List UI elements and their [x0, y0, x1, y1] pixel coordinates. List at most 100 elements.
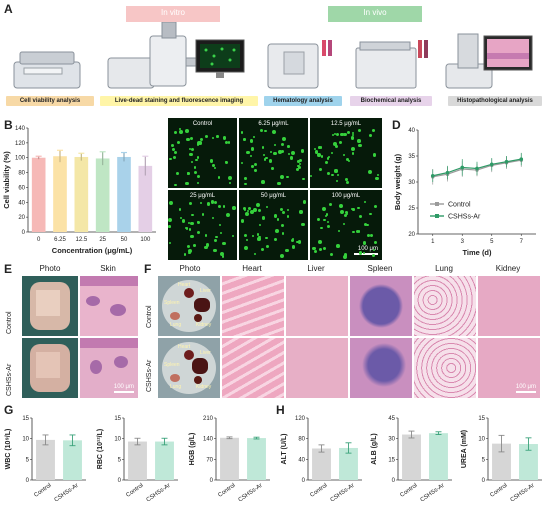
y-axis-label: ALB (g/L) — [371, 433, 378, 465]
chart-urea: 0 5 10 15 Control CSHSs-Ar UREA (mM) — [461, 416, 542, 504]
live-cell-dot — [187, 245, 191, 249]
y-tick-label: 140 — [203, 437, 214, 443]
e-skin-control — [80, 276, 138, 336]
live-cell-dot — [168, 241, 172, 245]
live-cell-dot — [372, 248, 375, 252]
x-tick-label: 0 — [37, 237, 41, 243]
live-cell-dot — [285, 248, 289, 253]
live-cell-dot — [301, 177, 305, 181]
x-tick-label: CSHSs-Ar — [330, 483, 356, 504]
f-photo-cshss: Heart Liver Spleen Lung Kidney — [158, 338, 220, 398]
y-tick-label: 5 — [482, 457, 486, 463]
y-tick-label: 40 — [18, 200, 25, 206]
live-cell-dot — [189, 228, 192, 231]
live-cell-dot — [330, 152, 333, 155]
live-cell-dot — [253, 252, 256, 255]
live-cell-dot — [372, 129, 376, 133]
live-cell-dot — [314, 249, 318, 253]
live-cell-dot — [302, 200, 306, 204]
live-cell-dot — [277, 150, 282, 154]
live-cell-dot — [372, 153, 377, 157]
scale-bar — [114, 391, 134, 393]
live-cell-dot — [265, 244, 269, 248]
live-cell-dot — [246, 210, 249, 213]
live-cell-dot — [212, 248, 217, 253]
y-tick-label: 0 — [392, 478, 396, 484]
in-vivo-label: In vivo — [363, 8, 387, 17]
live-cell-dot — [359, 251, 363, 255]
live-cell-dot — [266, 206, 269, 209]
live-cell-dot — [196, 156, 200, 159]
biochemical-analyzer-illustration — [355, 40, 428, 89]
f-liver-control — [286, 276, 348, 336]
live-cell-dot — [357, 230, 361, 233]
y-axis-label: RBC (10¹²/L) — [97, 429, 104, 469]
y-tick-label: 30 — [408, 180, 415, 186]
live-cell-dot — [179, 216, 182, 219]
live-cell-dot — [215, 235, 218, 238]
live-cell-dot — [216, 135, 219, 138]
live-cell-dot — [222, 136, 227, 140]
live-cell-dot — [326, 157, 330, 160]
f-header-spleen: Spleen — [367, 264, 393, 273]
chart-b: 0 20 40 60 80 100 120 140 0 6.25 12.5 25 50 100 Concen… — [2, 126, 156, 255]
live-cell-dot — [187, 221, 191, 225]
live-cell-dot — [352, 208, 355, 211]
y-tick-label: 0 — [22, 230, 26, 236]
live-cell-dot — [224, 140, 228, 145]
live-cell-dot — [168, 217, 172, 222]
live-cell-dot — [243, 182, 247, 186]
live-cell-dot — [301, 222, 305, 227]
live-cell-dot — [320, 146, 323, 149]
live-cell-dot — [280, 224, 284, 228]
fluor-tile-100: 100 μg/mL 100 μm — [310, 190, 382, 260]
live-cell-dot — [318, 239, 322, 244]
live-cell-dot — [168, 225, 171, 228]
live-cell-dot — [352, 133, 355, 136]
live-cell-dot — [358, 128, 362, 133]
bar-50 — [117, 156, 131, 232]
live-cell-dot — [224, 160, 228, 164]
live-cell-dot — [340, 132, 344, 137]
fluor-label: Control — [192, 121, 213, 127]
organ-label: Heart — [178, 344, 191, 350]
fluor-tile-25: 25 μg/mL — [168, 190, 237, 260]
y-tick-label: 0 — [482, 478, 486, 484]
live-cell-dot — [310, 175, 313, 178]
live-cell-dot — [259, 224, 262, 227]
fluor-label: 100 μg/mL — [331, 193, 361, 199]
live-cell-dot — [322, 247, 326, 251]
live-cell-dot — [261, 180, 265, 184]
live-cell-dot — [173, 150, 177, 154]
y-tick-label: 10 — [478, 437, 485, 443]
live-cell-dot — [185, 181, 189, 186]
live-cell-dot — [178, 208, 182, 211]
bar-Control — [492, 443, 511, 480]
y-axis-label: ALT (U/L) — [281, 434, 288, 465]
bar-6.25 — [53, 156, 67, 232]
live-cell-dot — [296, 168, 300, 172]
live-cell-dot — [171, 143, 175, 147]
y-axis-label: UREA (mM) — [461, 430, 468, 468]
e-row-label-cshss: CSHSs-Ar — [6, 363, 13, 396]
live-cell-dot — [363, 251, 366, 254]
monitor-illustration — [195, 39, 245, 78]
fluor-tile-control: Control — [168, 118, 237, 188]
x-tick-label: 3 — [461, 239, 465, 245]
live-cell-dot — [263, 158, 267, 162]
live-cell-dot — [346, 130, 350, 135]
live-cell-dot — [331, 173, 334, 177]
y-tick-label: 40 — [298, 457, 305, 463]
live-cell-dot — [357, 206, 360, 209]
e-header-photo: Photo — [39, 264, 61, 273]
chart-hgb: 0 70 140 210 Control CSHSs-Ar HGB (g/L) — [189, 416, 270, 504]
panel-letter-f: F — [144, 262, 152, 276]
live-cell-dot — [263, 154, 266, 157]
live-cell-dot — [326, 220, 330, 224]
fluor-label: 12.5 μg/mL — [330, 121, 362, 127]
live-cell-dot — [190, 235, 194, 239]
live-cell-dot — [281, 210, 285, 215]
live-cell-dot — [265, 236, 268, 240]
fluor-label: 50 μg/mL — [260, 193, 287, 199]
live-cell-dot — [335, 144, 339, 148]
